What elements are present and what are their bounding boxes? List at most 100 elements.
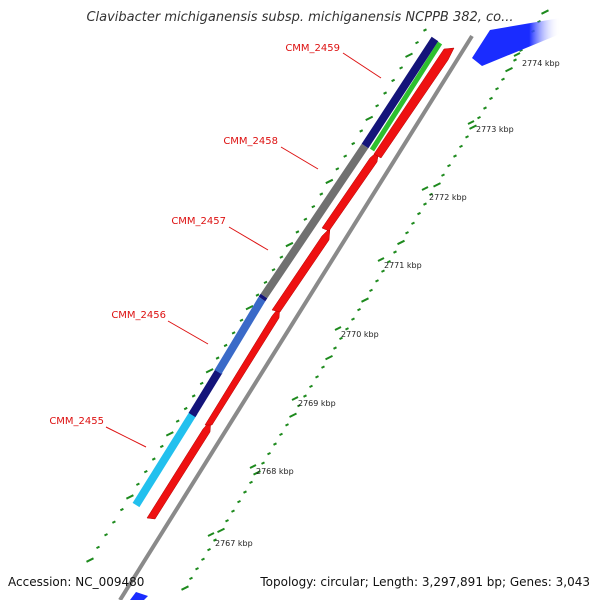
- genome-backbone: [118, 34, 474, 600]
- topology-text: Topology: circular; Length: 3,297,891 bp…: [260, 575, 590, 589]
- ring-tick: [343, 154, 348, 158]
- ring-tick: [501, 77, 505, 81]
- scale-label-2774: 2774 kbp: [522, 59, 560, 68]
- ring-tick: [181, 585, 189, 591]
- ring-tick: [417, 211, 421, 216]
- ring-tick: [135, 482, 140, 486]
- ring-tick: [411, 221, 415, 225]
- ring-tick: [183, 406, 188, 411]
- ring-tick: [459, 144, 463, 148]
- gene-arrow-CMM_2455[interactable]: [146, 419, 212, 520]
- callout-line-CMM_2459: [342, 52, 382, 79]
- feature-segment-navy-a: [188, 368, 223, 418]
- scale-tick-2772: [421, 186, 429, 191]
- neighbor-gene-top[interactable]: [472, 18, 560, 66]
- scale-tick-2770: [334, 326, 342, 331]
- gene-label-CMM_2456[interactable]: CMM_2456: [111, 310, 166, 321]
- neighbor-gene-bottom[interactable]: [130, 592, 148, 600]
- ring-tick: [245, 305, 254, 311]
- ring-tick: [225, 519, 229, 523]
- scale-label-2769: 2769 kbp: [298, 399, 336, 408]
- ring-tick: [315, 375, 319, 379]
- ring-tick: [309, 384, 313, 388]
- ring-tick: [191, 394, 196, 398]
- scale-tick-2771: [377, 257, 385, 262]
- gene-label-callouts: CMM_2455 CMM_2456 CMM_2457 CMM_2458 CMM_…: [49, 43, 382, 448]
- scale-label-2767: 2767 kbp: [215, 539, 253, 548]
- scale-labels: 2767 kbp 2768 kbp 2769 kbp 2770 kbp 2771…: [207, 52, 560, 548]
- gene-label-CMM_2457[interactable]: CMM_2457: [171, 216, 226, 227]
- ring-tick: [189, 576, 193, 580]
- feature-segment-blue: [214, 296, 266, 375]
- scale-tick-2767: [207, 532, 215, 537]
- ring-tick: [205, 368, 214, 374]
- ring-tick: [231, 509, 235, 513]
- ring-tick: [237, 500, 241, 504]
- ring-tick: [495, 87, 499, 91]
- feature-track: [132, 36, 443, 508]
- gene-arrows: [146, 47, 455, 520]
- gene-label-CMM_2459[interactable]: CMM_2459: [285, 43, 340, 54]
- ring-tick: [375, 279, 379, 283]
- ring-tick: [165, 431, 174, 437]
- gene-arrow-CMM_2457[interactable]: [271, 227, 331, 313]
- callout-line-CMM_2455: [105, 426, 147, 448]
- scale-label-2770: 2770 kbp: [341, 330, 379, 339]
- ring-tick: [295, 230, 300, 234]
- gene-label-CMM_2458[interactable]: CMM_2458: [223, 136, 278, 147]
- ring-tick: [285, 423, 289, 427]
- ring-tick: [453, 154, 457, 158]
- ring-tick: [143, 470, 148, 474]
- ring-tick: [405, 52, 413, 58]
- scale-tick-2774: [513, 52, 521, 57]
- ring-tick: [483, 106, 487, 110]
- ring-tick: [433, 182, 441, 188]
- callout-line-CMM_2456: [167, 320, 209, 345]
- ring-tick: [361, 297, 369, 303]
- ring-tick: [391, 78, 396, 83]
- ring-tick: [383, 91, 388, 95]
- scale-label-2773: 2773 kbp: [476, 125, 514, 134]
- scale-label-2768: 2768 kbp: [256, 467, 294, 476]
- ring-tick: [243, 490, 247, 494]
- gene-arrow-CMM_2459[interactable]: [373, 47, 455, 159]
- ring-tick: [505, 67, 513, 73]
- ring-tick: [263, 280, 268, 284]
- gene-label-CMM_2455[interactable]: CMM_2455: [49, 416, 104, 427]
- ring-tick: [249, 480, 253, 484]
- scale-tick-2769: [291, 396, 299, 401]
- ring-tick: [285, 241, 294, 248]
- ring-tick: [351, 141, 356, 146]
- ring-tick: [217, 527, 225, 533]
- ring-tick: [111, 520, 116, 524]
- ring-tick: [359, 129, 364, 133]
- ring-tick: [335, 167, 340, 171]
- ring-tick: [267, 452, 271, 456]
- inner-dotted-ring: [181, 9, 549, 591]
- feature-segment-green: [369, 41, 443, 152]
- ring-tick: [104, 533, 108, 537]
- ring-tick: [397, 239, 405, 246]
- scale-tick-2768: [249, 464, 257, 469]
- ring-tick: [207, 548, 211, 552]
- ring-tick: [375, 104, 380, 108]
- ring-tick: [303, 217, 308, 221]
- map-title: Clavibacter michiganensis subsp. michiga…: [86, 10, 514, 25]
- ring-tick: [253, 470, 261, 476]
- feature-segment-gray: [260, 143, 369, 299]
- ring-tick: [96, 545, 100, 549]
- accession-text: Accession: NC_009480: [8, 575, 145, 589]
- feature-segment-navy-b: [258, 293, 268, 302]
- ring-tick: [415, 41, 419, 45]
- ring-tick: [215, 356, 220, 360]
- scale-tick-2773: [467, 120, 475, 125]
- feature-segment-cyan: [132, 409, 198, 508]
- ring-tick: [423, 28, 427, 32]
- ring-tick: [325, 355, 333, 361]
- ring-tick: [469, 124, 477, 130]
- ring-tick: [271, 268, 276, 272]
- scale-label-2771: 2771 kbp: [384, 261, 422, 270]
- ring-tick: [279, 255, 284, 259]
- ring-tick: [393, 250, 397, 254]
